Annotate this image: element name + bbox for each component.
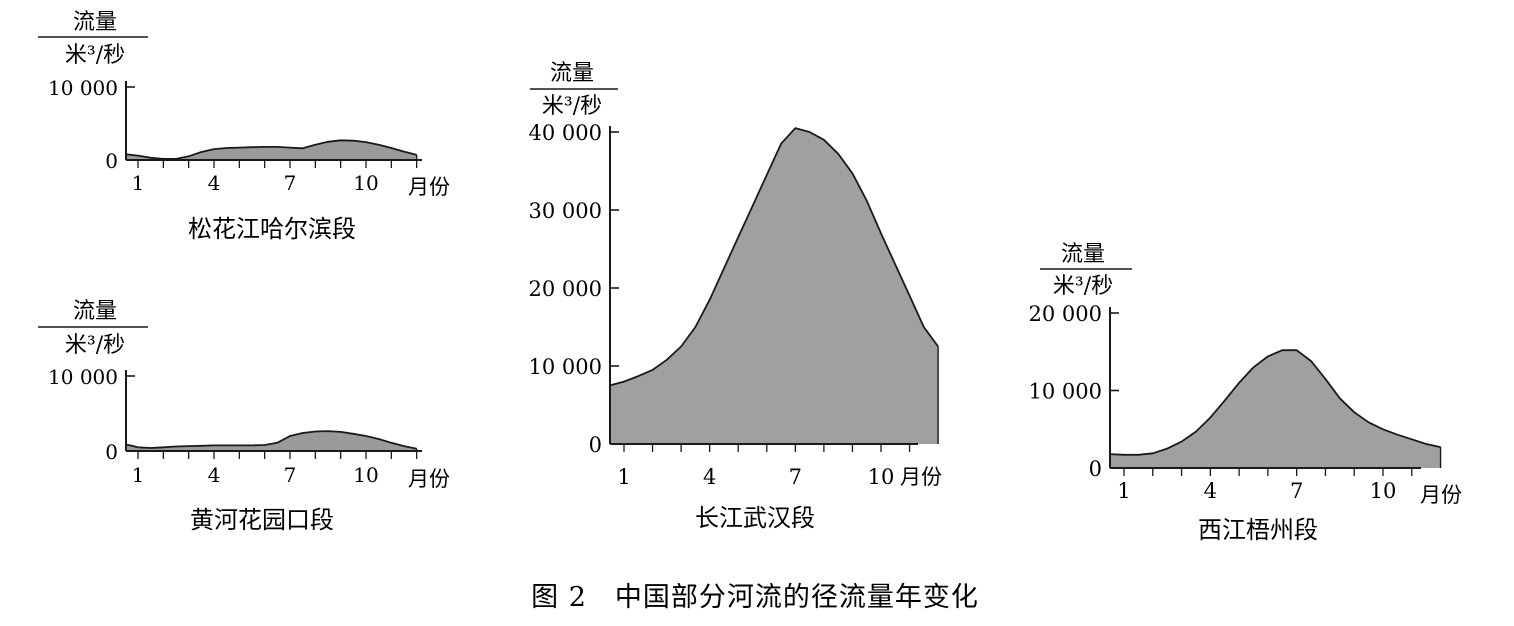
plot-area: 0 10 000 20 000 30 000 40 000 1 4 7 10 <box>529 121 939 489</box>
x-tick-label: 10 <box>868 465 895 489</box>
x-tick-label: 7 <box>284 171 297 195</box>
area-series-huanghe <box>125 431 417 451</box>
x-axis-unit-label: 月份 <box>408 175 450 199</box>
area-series-songhua <box>125 140 417 160</box>
y-axis-title-unit: 米³/秒 <box>65 43 125 68</box>
y-tick-label: 10 000 <box>1029 380 1102 404</box>
x-tick-label: 4 <box>208 463 221 487</box>
x-tick-label: 1 <box>132 463 145 487</box>
chart-caption-xijiang: 西江梧州段 <box>1198 516 1318 544</box>
area-series-changjiang <box>609 128 939 444</box>
y-axis-title-unit: 米³/秒 <box>1053 274 1113 299</box>
chart-panel-changjiang: 流量 米³/秒 0 10 000 20 000 30 000 40 000 1 4 7 10 月… <box>529 61 942 532</box>
y-tick-label: 20 000 <box>529 277 602 301</box>
plot-area: 0 10 000 1 4 7 10 <box>48 365 422 487</box>
plot-area: 0 10 000 20 000 1 4 7 10 <box>1029 302 1442 503</box>
x-axis-unit-label: 月份 <box>900 465 942 489</box>
y-tick-label: 0 <box>589 433 602 457</box>
x-tick-label: 7 <box>284 463 297 487</box>
y-axis-title-unit: 米³/秒 <box>542 94 602 119</box>
x-tick-label: 7 <box>789 465 802 489</box>
x-tick-label: 1 <box>132 171 145 195</box>
chart-caption-songhua: 松花江哈尔滨段 <box>188 215 356 243</box>
y-tick-label: 0 <box>105 440 118 464</box>
y-tick-label: 0 <box>1089 457 1102 481</box>
y-axis-title-flow: 流量 <box>73 10 117 35</box>
figure-caption: 图 2 中国部分河流的径流量年变化 <box>531 582 979 613</box>
y-tick-label: 20 000 <box>1029 302 1102 326</box>
x-tick-label: 10 <box>1370 479 1397 503</box>
series-line-xijiang <box>1109 349 1441 456</box>
series-line-huanghe <box>125 430 417 450</box>
y-axis-title-flow: 流量 <box>1061 242 1105 267</box>
area-series-xijiang <box>1109 350 1441 468</box>
y-axis-title-flow: 流量 <box>550 61 594 86</box>
chart-panel-huanghe: 流量 米³/秒 0 10 000 1 4 7 10 月份 黄河花园口段 <box>38 299 450 534</box>
plot-area: 0 10 000 1 4 7 10 <box>48 76 422 195</box>
chart-caption-huanghe: 黄河花园口段 <box>190 506 334 534</box>
y-tick-label: 30 000 <box>529 199 602 223</box>
x-tick-label: 4 <box>1204 479 1217 503</box>
y-tick-label: 10 000 <box>48 76 118 100</box>
x-tick-label: 4 <box>703 465 716 489</box>
y-tick-label: 10 000 <box>529 355 602 379</box>
x-axis-unit-label: 月份 <box>1420 483 1462 507</box>
series-line-songhua <box>125 139 417 160</box>
series-line-changjiang <box>609 127 939 387</box>
y-tick-label: 10 000 <box>48 365 118 389</box>
x-tick-label: 4 <box>208 171 221 195</box>
y-tick-label: 40 000 <box>529 121 602 145</box>
x-tick-label: 10 <box>353 171 378 195</box>
y-axis-title-flow: 流量 <box>73 299 117 324</box>
chart-panel-xijiang: 流量 米³/秒 0 10 000 20 000 1 4 7 10 月份 西江梧州段 <box>1029 242 1462 544</box>
y-tick-label: 0 <box>105 149 118 173</box>
x-tick-label: 1 <box>1117 479 1130 503</box>
y-axis-title-unit: 米³/秒 <box>65 333 125 358</box>
chart-panel-songhua: 流量 米³/秒 0 10 000 1 4 7 10 月份 松花江哈尔滨段 <box>38 10 450 243</box>
x-axis-unit-label: 月份 <box>408 467 450 491</box>
chart-caption-changjiang: 长江武汉段 <box>695 504 815 532</box>
x-tick-label: 1 <box>617 465 630 489</box>
x-tick-label: 10 <box>353 463 378 487</box>
x-tick-label: 7 <box>1290 479 1303 503</box>
